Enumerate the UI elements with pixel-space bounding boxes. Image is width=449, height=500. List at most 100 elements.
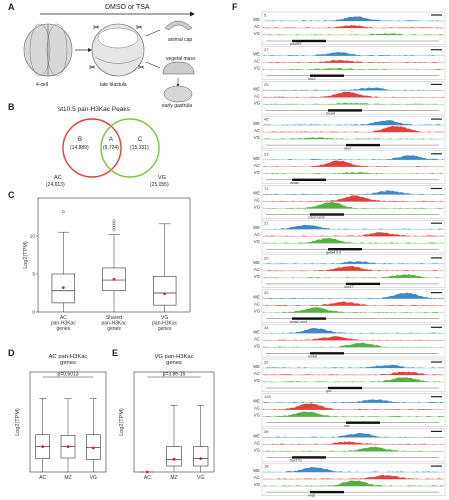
track-label-AC: AC (254, 24, 260, 29)
track-signal-AC (263, 336, 444, 341)
track-label-VG: VG (254, 274, 261, 279)
locus-11: 125 WE AC VG mix (253, 393, 446, 428)
box-iqr (35, 434, 50, 459)
locus-scale-label: 71 (264, 186, 269, 191)
track-label-WE: WE (253, 295, 260, 300)
track-signal-VG (263, 377, 444, 382)
track-signal-WE (263, 52, 444, 56)
gene-name: sox17 (344, 285, 355, 289)
locus-scale-label: 29 (264, 82, 269, 87)
gene-name: vegt (308, 493, 316, 497)
gene-model-exon (310, 490, 344, 494)
blastula-label: late blastula (100, 82, 127, 88)
outlier-1 (112, 226, 116, 230)
locus-scale-label: 27 (264, 47, 269, 52)
category-label-0: AC (144, 475, 151, 481)
track-signal-WE (263, 87, 444, 91)
track-label-WE: WE (253, 260, 260, 265)
track-signal-WE (263, 190, 444, 195)
svg-text:✂: ✂ (138, 63, 145, 72)
locus-1: 27 WE AC VG sox2 (253, 46, 446, 81)
box-2 (86, 398, 101, 472)
locus-frame (261, 150, 446, 184)
category-label-0: AC (39, 475, 46, 481)
track-label-WE: WE (253, 468, 260, 473)
treatment-label: DMSO or TSA (105, 4, 150, 11)
gene-name: otx2 (344, 146, 351, 150)
box-mean (112, 277, 116, 281)
gene-name: ventx (290, 181, 299, 185)
locus-0: 5 WE AC VG pou5f3 (253, 11, 446, 46)
chart-title: genes (166, 360, 182, 366)
locus-frame (261, 324, 446, 358)
gene-model-exon (346, 143, 380, 147)
locus-scale-label: 21 (264, 221, 269, 226)
category-label-0: AC (60, 315, 67, 321)
panel-letter-c: C (8, 190, 15, 200)
category-label-2: pan-H3Kac (152, 321, 178, 327)
track-signal-WE (263, 364, 444, 368)
track-label-VG: VG (254, 378, 261, 383)
locus-13: 16 WE AC VG vegt (253, 462, 446, 497)
track-label-AC: AC (254, 59, 260, 64)
locus-9: 34 WE AC VG nodal (253, 324, 446, 359)
track-signal-AC (263, 403, 444, 410)
track-label-VG: VG (254, 135, 261, 140)
locus-8: 32 WE AC VG foxa2 mix1 (253, 289, 446, 324)
track-signal-VG (263, 102, 444, 105)
gene-name: foxa2 mix1 (290, 320, 307, 324)
track-signal-AC (263, 60, 444, 63)
locus-frame (261, 289, 446, 323)
venn-region-a-count: (9,724) (103, 145, 119, 151)
track-signal-VG (263, 307, 444, 313)
track-label-AC: AC (254, 475, 260, 480)
locus-scale-label: 16 (264, 464, 269, 469)
track-label-AC: AC (254, 93, 260, 98)
venn-set-ac-total: (24,613) (46, 182, 65, 188)
outlier-0 (61, 210, 65, 214)
track-signal-AC (263, 266, 444, 271)
track-signal-AC (263, 301, 444, 306)
locus-7: 20 WE AC VG sox17 (253, 254, 446, 289)
y-tick-label-0: 0 (32, 310, 35, 316)
track-signal-AC (263, 160, 444, 167)
track-label-AC: AC (254, 371, 260, 376)
locus-frame (261, 81, 446, 115)
box-0 (35, 398, 50, 472)
track-label-AC: AC (254, 163, 260, 168)
venn-title: st10.5 pan-H3Kac Peaks (58, 106, 130, 113)
locus-12: 39 WE AC VG sox17a (253, 428, 446, 463)
venn-region-b: B (78, 137, 83, 143)
locus-frame (261, 428, 446, 462)
track-signal-WE (263, 261, 444, 264)
track-label-WE: WE (253, 121, 260, 126)
track-signal-VG (263, 446, 444, 452)
y-axis-label: Log2(TPM) (119, 408, 125, 436)
box-mean (199, 457, 203, 461)
box-iqr (60, 435, 76, 459)
gene-model-exon (292, 39, 326, 43)
panel-letter-d: D (8, 348, 15, 358)
track-signal-VG (263, 238, 444, 244)
gene-model-exon (292, 317, 326, 320)
box-2 (193, 405, 209, 472)
track-label-VG: VG (254, 239, 261, 244)
track-label-WE: WE (253, 364, 260, 369)
category-label-2: VG (90, 475, 97, 481)
panel-letter-a: A (8, 2, 15, 12)
pvalue-label: p=0.5013 (58, 372, 79, 378)
track-signal-WE (263, 399, 444, 403)
track-label-WE: WE (253, 191, 260, 196)
gene-name: nodal (308, 355, 317, 359)
track-signal-VG (263, 67, 444, 70)
locus-scale-label: 22 (264, 360, 269, 365)
venn-region-b-count: (14,889) (70, 145, 89, 151)
locus-scale-label: 5 (264, 13, 267, 18)
track-label-VG: VG (254, 413, 261, 418)
